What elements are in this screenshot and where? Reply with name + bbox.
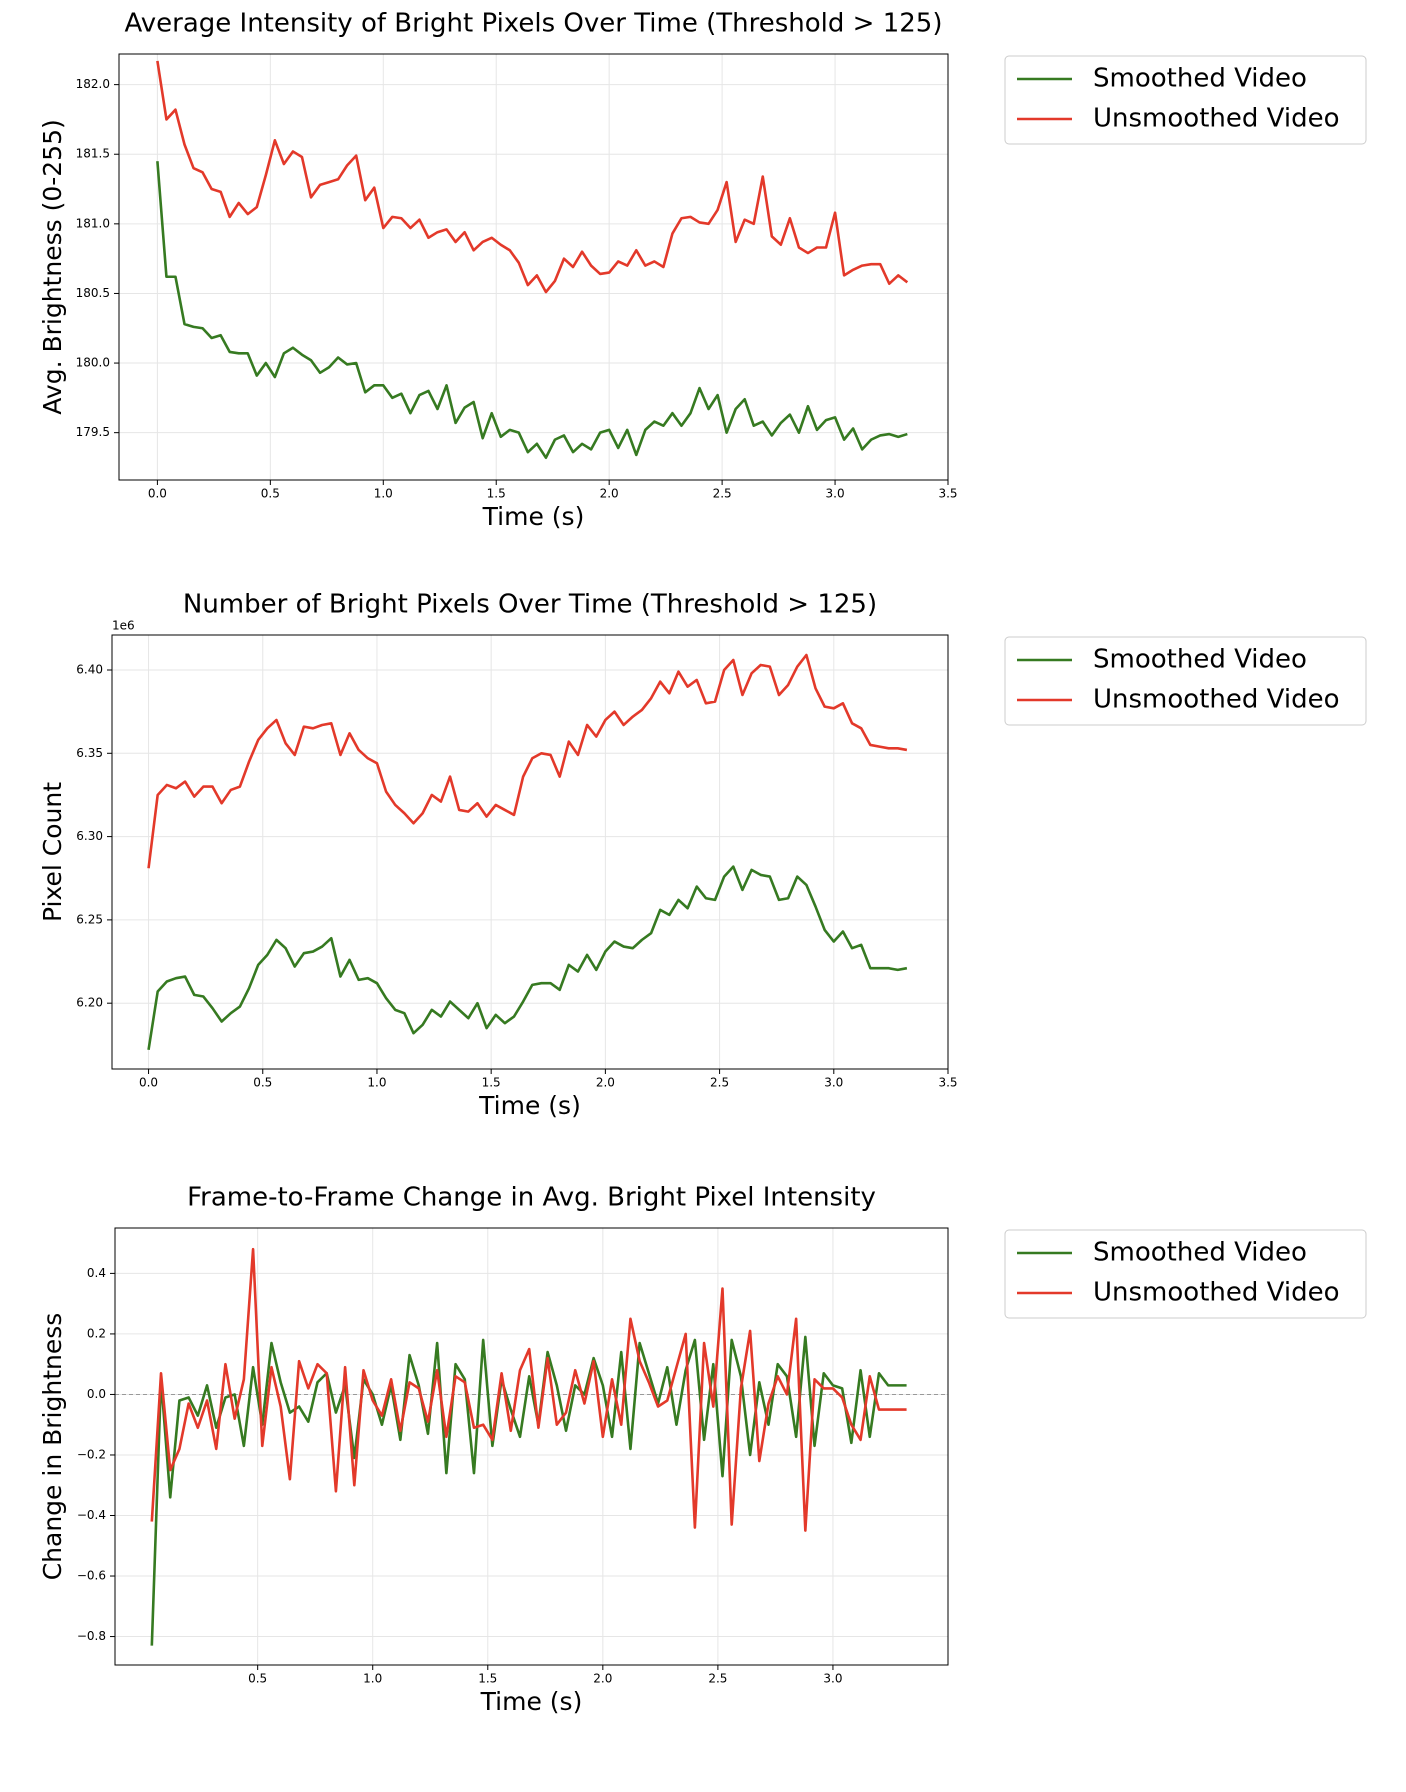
x-tick-label: 1.0 xyxy=(367,1076,386,1090)
x-tick-label: 3.5 xyxy=(938,487,957,501)
x-tick-label: 1.5 xyxy=(478,1672,497,1686)
plot-frame xyxy=(118,53,949,481)
x-tick-label: 1.0 xyxy=(374,487,393,501)
plot-frame xyxy=(114,1227,949,1666)
x-axis-label: Time (s) xyxy=(478,1091,581,1120)
data-line xyxy=(150,1247,907,1532)
legend-label: Smoothed Video xyxy=(1093,1238,1307,1268)
y-tick-label: 6.35 xyxy=(76,746,103,760)
y-tick-label: 180.0 xyxy=(76,356,110,370)
y-axis-label: Avg. Brightness (0-255) xyxy=(38,119,67,414)
y-tick-label: 181.0 xyxy=(76,216,110,230)
x-tick-label: 2.5 xyxy=(708,1672,727,1686)
y-tick-label: 181.5 xyxy=(76,147,110,161)
data-line xyxy=(147,653,908,869)
legend-label: Unsmoothed Video xyxy=(1093,685,1339,715)
x-tick-label: 3.0 xyxy=(823,1672,842,1686)
legend-label: Smoothed Video xyxy=(1093,64,1307,94)
x-tick-label: 3.0 xyxy=(824,1076,843,1090)
x-tick-label: 2.0 xyxy=(600,487,619,501)
x-tick-label: 2.0 xyxy=(596,1076,615,1090)
y-tick-label: 6.30 xyxy=(76,829,103,843)
x-tick-label: 3.5 xyxy=(938,1076,957,1090)
y-tick-label: −0.2 xyxy=(77,1447,106,1461)
y-tick-label: 6.20 xyxy=(76,996,103,1010)
x-tick-label: 2.5 xyxy=(710,1076,729,1090)
x-axis-label: Time (s) xyxy=(482,502,585,531)
x-tick-label: 0.0 xyxy=(139,1076,158,1090)
x-tick-label: 1.5 xyxy=(482,1076,501,1090)
legend-label: Unsmoothed Video xyxy=(1093,1278,1339,1308)
legend-box xyxy=(1004,636,1367,726)
chart-title: Average Intensity of Bright Pixels Over … xyxy=(125,9,943,39)
x-tick-label: 0.5 xyxy=(261,487,280,501)
offset-label: 1e6 xyxy=(112,619,135,633)
y-tick-label: −0.4 xyxy=(77,1508,106,1522)
x-axis-label: Time (s) xyxy=(480,1687,583,1716)
data-line xyxy=(150,1335,907,1646)
legend: Smoothed Video Unsmoothed Video xyxy=(1004,636,1367,726)
y-axis-label: Pixel Count xyxy=(38,782,67,922)
legend-box xyxy=(1004,55,1367,145)
y-tick-label: −0.8 xyxy=(77,1629,106,1643)
y-tick-label: 179.5 xyxy=(76,425,110,439)
chart-title: Frame-to-Frame Change in Avg. Bright Pix… xyxy=(187,1183,876,1213)
y-tick-label: 0.2 xyxy=(87,1326,106,1340)
y-tick-label: 6.25 xyxy=(76,912,103,926)
x-tick-label: 1.5 xyxy=(487,487,506,501)
legend: Smoothed Video Unsmoothed Video xyxy=(1004,55,1367,145)
chart-title: Number of Bright Pixels Over Time (Thres… xyxy=(183,590,877,620)
legend-box xyxy=(1004,1229,1367,1319)
y-tick-label: 180.5 xyxy=(76,286,110,300)
x-tick-label: 2.0 xyxy=(593,1672,612,1686)
x-tick-label: 1.0 xyxy=(363,1672,382,1686)
y-tick-label: 0.0 xyxy=(87,1387,106,1401)
y-tick-label: 182.0 xyxy=(76,77,110,91)
y-tick-label: 6.40 xyxy=(76,662,103,676)
x-tick-label: 2.5 xyxy=(713,487,732,501)
plot-frame xyxy=(111,634,949,1070)
data-line xyxy=(156,60,909,294)
legend-label: Unsmoothed Video xyxy=(1093,104,1339,134)
y-tick-label: 0.4 xyxy=(87,1266,106,1280)
x-tick-label: 0.0 xyxy=(148,487,167,501)
legend-label: Smoothed Video xyxy=(1093,645,1307,675)
data-line xyxy=(156,161,908,460)
x-tick-label: 3.0 xyxy=(826,487,845,501)
legend: Smoothed Video Unsmoothed Video xyxy=(1004,1229,1367,1319)
y-axis-label: Change in Brightness xyxy=(38,1313,67,1581)
x-tick-label: 0.5 xyxy=(253,1076,272,1090)
data-line xyxy=(147,865,908,1051)
y-tick-label: −0.6 xyxy=(77,1569,106,1583)
x-tick-label: 0.5 xyxy=(248,1672,267,1686)
